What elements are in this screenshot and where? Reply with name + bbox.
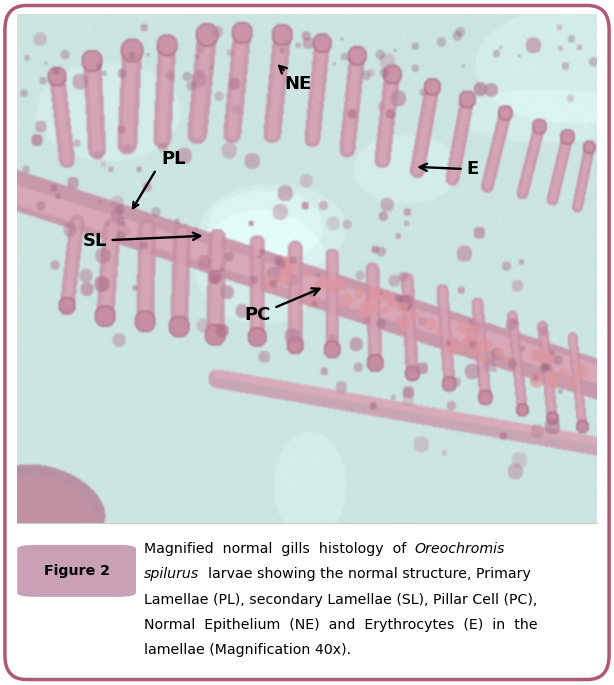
Text: larvae showing the normal structure, Primary: larvae showing the normal structure, Pri… bbox=[199, 567, 530, 582]
Text: Figure 2: Figure 2 bbox=[44, 564, 110, 578]
Text: Oreochromis: Oreochromis bbox=[415, 542, 505, 556]
Text: Normal  Epithelium  (NE)  and  Erythrocytes  (E)  in  the: Normal Epithelium (NE) and Erythrocytes … bbox=[144, 618, 537, 632]
Text: PL: PL bbox=[161, 150, 186, 168]
Text: SL: SL bbox=[83, 232, 200, 250]
Text: Magnified  normal  gills  histology  of: Magnified normal gills histology of bbox=[144, 542, 415, 556]
Text: E: E bbox=[419, 160, 479, 178]
Text: lamellae (Magnification 40x).: lamellae (Magnification 40x). bbox=[144, 643, 351, 657]
FancyBboxPatch shape bbox=[17, 545, 136, 597]
Text: Lamellae (PL), secondary Lamellae (SL), Pillar Cell (PC),: Lamellae (PL), secondary Lamellae (SL), … bbox=[144, 593, 537, 607]
Text: PC: PC bbox=[244, 288, 319, 324]
Text: spilurus: spilurus bbox=[144, 567, 199, 582]
Text: NE: NE bbox=[279, 66, 312, 92]
